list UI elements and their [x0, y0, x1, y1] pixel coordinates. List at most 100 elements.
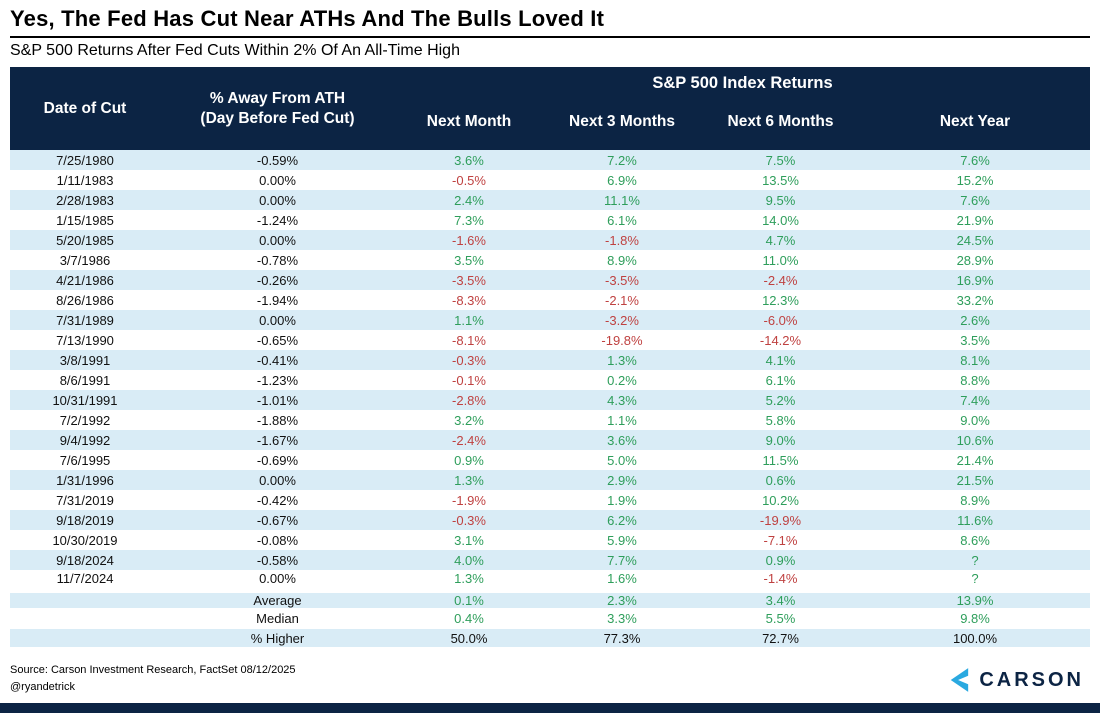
bottom-accent-bar	[0, 703, 1100, 713]
table-row: 7/25/1980 -0.59% 3.6% 7.2% 7.5% 7.6%	[10, 150, 1091, 170]
cell-pct-away: -0.67%	[256, 512, 299, 528]
footer-source-block: Source: Carson Investment Research, Fact…	[10, 662, 296, 696]
cell-pct-away: 0.00%	[259, 472, 296, 488]
table-row: 1/11/1983 0.00% -0.5% 6.9% 13.5% 15.2%	[10, 170, 1091, 190]
cell-next-3-months: -3.5%	[605, 272, 639, 288]
cell-next-3-months: 5.0%	[607, 452, 637, 468]
cell-next-month: -0.1%	[452, 372, 486, 388]
cell-pct-away: -0.42%	[256, 492, 299, 508]
cell-next-year: 8.8%	[960, 372, 990, 388]
cell-next-month: 50.0%	[395, 627, 543, 647]
cell-date: 9/4/1992	[59, 432, 111, 448]
cell-next-6-months: 72.7%	[701, 627, 860, 647]
cell-pct-away: -1.01%	[256, 392, 299, 408]
cell-next-month: 0.1%	[395, 587, 543, 609]
cell-next-3-months: 1.1%	[607, 412, 637, 428]
cell-next-month: -2.8%	[452, 392, 486, 408]
table-row: 3/7/1986 -0.78% 3.5% 8.9% 11.0% 28.9%	[10, 250, 1091, 270]
cell-next-month: 3.5%	[454, 252, 484, 268]
cell-next-6-months: -1.4%	[763, 571, 798, 587]
cell-next-6-months: 7.5%	[765, 152, 796, 168]
cell-next-month: -0.5%	[452, 172, 486, 188]
cell-pct-away: -0.65%	[256, 332, 299, 348]
cell-pct-away: -1.24%	[256, 212, 299, 228]
cell-next-year: 28.9%	[956, 252, 994, 268]
cell-next-month: -8.3%	[452, 292, 486, 308]
summary-empty-cell	[10, 587, 160, 609]
cell-pct-away: 0.00%	[259, 192, 296, 208]
cell-next-3-months: 3.6%	[607, 432, 637, 448]
table-row: 9/4/1992 -1.67% -2.4% 3.6% 9.0% 10.6%	[10, 430, 1091, 450]
cell-next-3-months: 2.9%	[607, 472, 637, 488]
cell-next-year: 33.2%	[956, 292, 994, 308]
cell-next-3-months: 4.3%	[607, 392, 637, 408]
chart-title: Yes, The Fed Has Cut Near ATHs And The B…	[10, 0, 1090, 38]
cell-next-year: 7.4%	[960, 392, 990, 408]
table-row: 3/8/1991 -0.41% -0.3% 1.3% 4.1% 8.1%	[10, 350, 1091, 370]
table-row: 9/18/2024 -0.58% 4.0% 7.7% 0.9%?	[10, 550, 1091, 570]
cell-next-3-months: 6.2%	[607, 512, 637, 528]
cell-next-year: 8.6%	[960, 532, 990, 548]
chart-subtitle: S&P 500 Returns After Fed Cuts Within 2%…	[10, 42, 460, 59]
summary-row: Average 0.1% 2.3% 3.4% 13.9%	[10, 587, 1091, 609]
cell-next-month: 1.3%	[454, 472, 484, 488]
cell-pct-away: -1.67%	[256, 432, 299, 448]
summary-label: % Higher	[160, 627, 395, 647]
cell-date: 3/8/1991	[59, 352, 111, 368]
cell-next-6-months: 4.7%	[765, 232, 796, 248]
cell-next-year: 10.6%	[956, 432, 994, 448]
cell-next-6-months: 11.5%	[762, 452, 799, 468]
cell-date: 7/2/1992	[59, 412, 111, 428]
cell-next-year: ?	[971, 552, 979, 568]
cell-next-6-months: 0.9%	[765, 552, 796, 568]
cell-date: 10/30/2019	[52, 532, 118, 548]
cell-date: 2/28/1983	[56, 192, 114, 208]
cell-next-6-months: -19.9%	[759, 512, 802, 528]
table-row: 4/21/1986 -0.26% -3.5% -3.5% -2.4% 16.9%	[10, 270, 1091, 290]
cell-next-6-months: 9.0%	[765, 432, 796, 448]
cell-next-3-months: 1.6%	[607, 571, 637, 587]
cell-next-month: -0.3%	[452, 512, 486, 528]
cell-next-month: 3.6%	[454, 152, 484, 168]
column-header-next-year: Next Year	[860, 94, 1091, 150]
table-row: 7/31/1989 0.00% 1.1% -3.2% -6.0% 2.6%	[10, 310, 1091, 330]
cell-date: 7/6/1995	[59, 452, 111, 468]
cell-date: 9/18/2019	[56, 512, 114, 528]
cell-next-3-months: 5.9%	[607, 532, 637, 548]
cell-next-year: 21.9%	[956, 212, 994, 228]
table-header: Date of Cut % Away From ATH (Day Before …	[10, 67, 1091, 150]
cell-pct-away: 0.00%	[259, 172, 296, 188]
cell-next-6-months: 13.5%	[762, 172, 799, 188]
cell-next-3-months: 7.2%	[607, 152, 637, 168]
cell-next-6-months: 11.0%	[762, 252, 799, 268]
cell-next-month: -8.1%	[452, 332, 486, 348]
cell-next-6-months: 5.8%	[765, 412, 796, 428]
source-text: Source: Carson Investment Research, Fact…	[10, 663, 296, 676]
table-row: 9/18/2019 -0.67% -0.3% 6.2% -19.9% 11.6%	[10, 510, 1091, 530]
cell-date: 10/31/1991	[52, 392, 118, 408]
cell-date: 1/15/1985	[56, 212, 114, 228]
table-row: 2/28/1983 0.00% 2.4% 11.1% 9.5% 7.6%	[10, 190, 1091, 210]
summary-row: Median 0.4% 3.3% 5.5% 9.8%	[10, 608, 1091, 628]
cell-next-month: 0.9%	[454, 452, 484, 468]
table-row: 1/15/1985 -1.24% 7.3% 6.1% 14.0% 21.9%	[10, 210, 1091, 230]
cell-next-3-months: 8.9%	[607, 252, 637, 268]
column-header-next-3-months: Next 3 Months	[543, 94, 701, 150]
cell-next-month: 3.1%	[454, 532, 484, 548]
cell-next-6-months: 4.1%	[765, 352, 796, 368]
cell-next-3-months: -3.2%	[605, 312, 639, 328]
cell-next-year: 21.4%	[956, 452, 994, 468]
cell-pct-away: -1.23%	[256, 372, 299, 388]
column-header-next-month: Next Month	[395, 94, 543, 150]
cell-next-year: 11.6%	[957, 512, 993, 528]
returns-table: Date of Cut % Away From ATH (Day Before …	[10, 67, 1091, 647]
cell-next-month: -2.4%	[452, 432, 486, 448]
cell-next-3-months: 77.3%	[543, 627, 701, 647]
cell-next-3-months: 7.7%	[607, 552, 637, 568]
cell-next-month: 3.2%	[454, 412, 484, 428]
summary-empty-cell	[10, 627, 160, 647]
cell-next-year: 13.9%	[860, 587, 1091, 609]
cell-next-6-months: 3.4%	[701, 587, 860, 609]
cell-pct-away: 0.00%	[259, 232, 296, 248]
cell-date: 7/31/2019	[56, 492, 114, 508]
